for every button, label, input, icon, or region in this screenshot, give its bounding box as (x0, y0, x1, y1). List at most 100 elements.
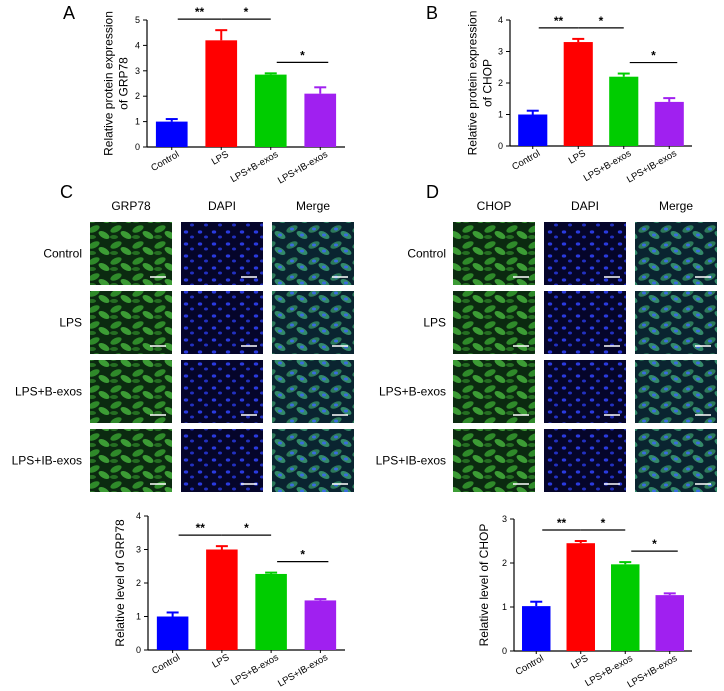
significance-mark: * (599, 14, 604, 28)
x-tick-label: LPS (210, 149, 231, 168)
error-bar (617, 72, 630, 77)
y-tick-label: 5 (135, 15, 140, 25)
y-tick-label: 3 (136, 545, 141, 555)
micrograph (635, 429, 717, 492)
row-label: LPS+IB-exos (376, 454, 446, 468)
error-bar (530, 600, 543, 607)
x-tick-label: Control (150, 652, 182, 677)
error-bar (526, 109, 539, 115)
micrograph (272, 222, 354, 285)
micrograph (544, 291, 626, 354)
x-tick-label: LPS+IB-exos (276, 652, 330, 690)
bar (611, 564, 640, 651)
x-tick-label: LPS+IB-exos (625, 148, 679, 186)
y-tick-label: 1 (136, 612, 141, 622)
column-header: Merge (296, 199, 330, 213)
column-header: CHOP (477, 199, 512, 213)
error-bar (215, 545, 228, 550)
y-tick-label: 0 (502, 646, 507, 656)
micrograph (544, 360, 626, 423)
column-header: Merge (659, 199, 693, 213)
micrograph (453, 429, 535, 492)
y-tick-label: 2 (498, 78, 503, 88)
micrograph (181, 429, 263, 492)
error-bar (619, 561, 632, 565)
row-label: LPS+B-exos (379, 385, 446, 399)
micrograph (453, 222, 535, 285)
panel-label: A (63, 3, 75, 23)
y-tick-label: 4 (498, 15, 503, 25)
row-label: Control (43, 247, 82, 261)
y-tick-label: 0 (135, 142, 140, 152)
x-tick-label: LPS (210, 652, 231, 671)
bar (609, 76, 639, 146)
bar (304, 600, 337, 650)
y-tick-label: 3 (502, 514, 507, 524)
panel-label: B (426, 3, 438, 23)
micrograph (181, 291, 263, 354)
x-tick-label: LPS+IB-exos (276, 149, 330, 187)
significance-mark: * (244, 521, 249, 535)
column-header: DAPI (571, 199, 599, 213)
row-label: LPS (59, 316, 82, 330)
micrograph (90, 291, 172, 354)
micrograph (635, 360, 717, 423)
bar (254, 74, 287, 147)
error-bar (572, 37, 585, 43)
significance-mark: * (651, 49, 656, 63)
bar (155, 121, 188, 147)
y-tick-label: 1 (502, 602, 507, 612)
significance-mark: ** (195, 5, 205, 19)
bar (518, 114, 548, 146)
x-tick-label: LPS+B-exos (229, 652, 281, 688)
y-tick-label: 2 (136, 578, 141, 588)
bar (655, 595, 684, 651)
error-bar (215, 29, 228, 41)
micrograph (635, 291, 717, 354)
y-axis-label: of GRP78 (117, 57, 131, 110)
bar (255, 573, 287, 650)
error-bar (264, 72, 277, 75)
y-tick-label: 2 (502, 558, 507, 568)
micrograph (453, 291, 535, 354)
error-bar (663, 592, 676, 596)
micrograph (453, 360, 535, 423)
bar (654, 101, 684, 146)
significance-mark: ** (196, 521, 206, 535)
x-tick-label: Control (514, 653, 546, 678)
panel-label: C (60, 182, 73, 202)
error-bar (314, 86, 327, 94)
significance-mark: * (652, 537, 657, 551)
micrograph (635, 222, 717, 285)
micrograph (272, 429, 354, 492)
micrograph (181, 360, 263, 423)
row-label: LPS+IB-exos (12, 454, 82, 468)
significance-mark: ** (554, 14, 564, 28)
bar (205, 40, 238, 147)
y-tick-label: 4 (136, 511, 141, 521)
y-axis-label: Relative level of CHOP (477, 524, 491, 647)
y-tick-label: 1 (498, 110, 503, 120)
significance-mark: * (244, 5, 249, 19)
micrograph (90, 360, 172, 423)
micrograph (544, 222, 626, 285)
y-axis-label: Relative level of GRP78 (113, 519, 127, 647)
micrograph (90, 222, 172, 285)
bar (304, 93, 337, 147)
bar (206, 549, 238, 650)
panel-label: D (426, 182, 439, 202)
micrograph (90, 429, 172, 492)
row-label: LPS+B-exos (15, 385, 82, 399)
bar (563, 42, 593, 146)
significance-mark: * (300, 548, 305, 562)
significance-mark: * (601, 516, 606, 530)
y-tick-label: 3 (135, 66, 140, 76)
micrograph (544, 429, 626, 492)
y-tick-label: 2 (135, 91, 140, 101)
significance-mark: ** (557, 516, 567, 530)
bar (522, 606, 551, 651)
error-bar (265, 571, 278, 574)
y-tick-label: 3 (498, 47, 503, 57)
y-tick-label: 1 (135, 117, 140, 127)
y-tick-label: 4 (135, 40, 140, 50)
